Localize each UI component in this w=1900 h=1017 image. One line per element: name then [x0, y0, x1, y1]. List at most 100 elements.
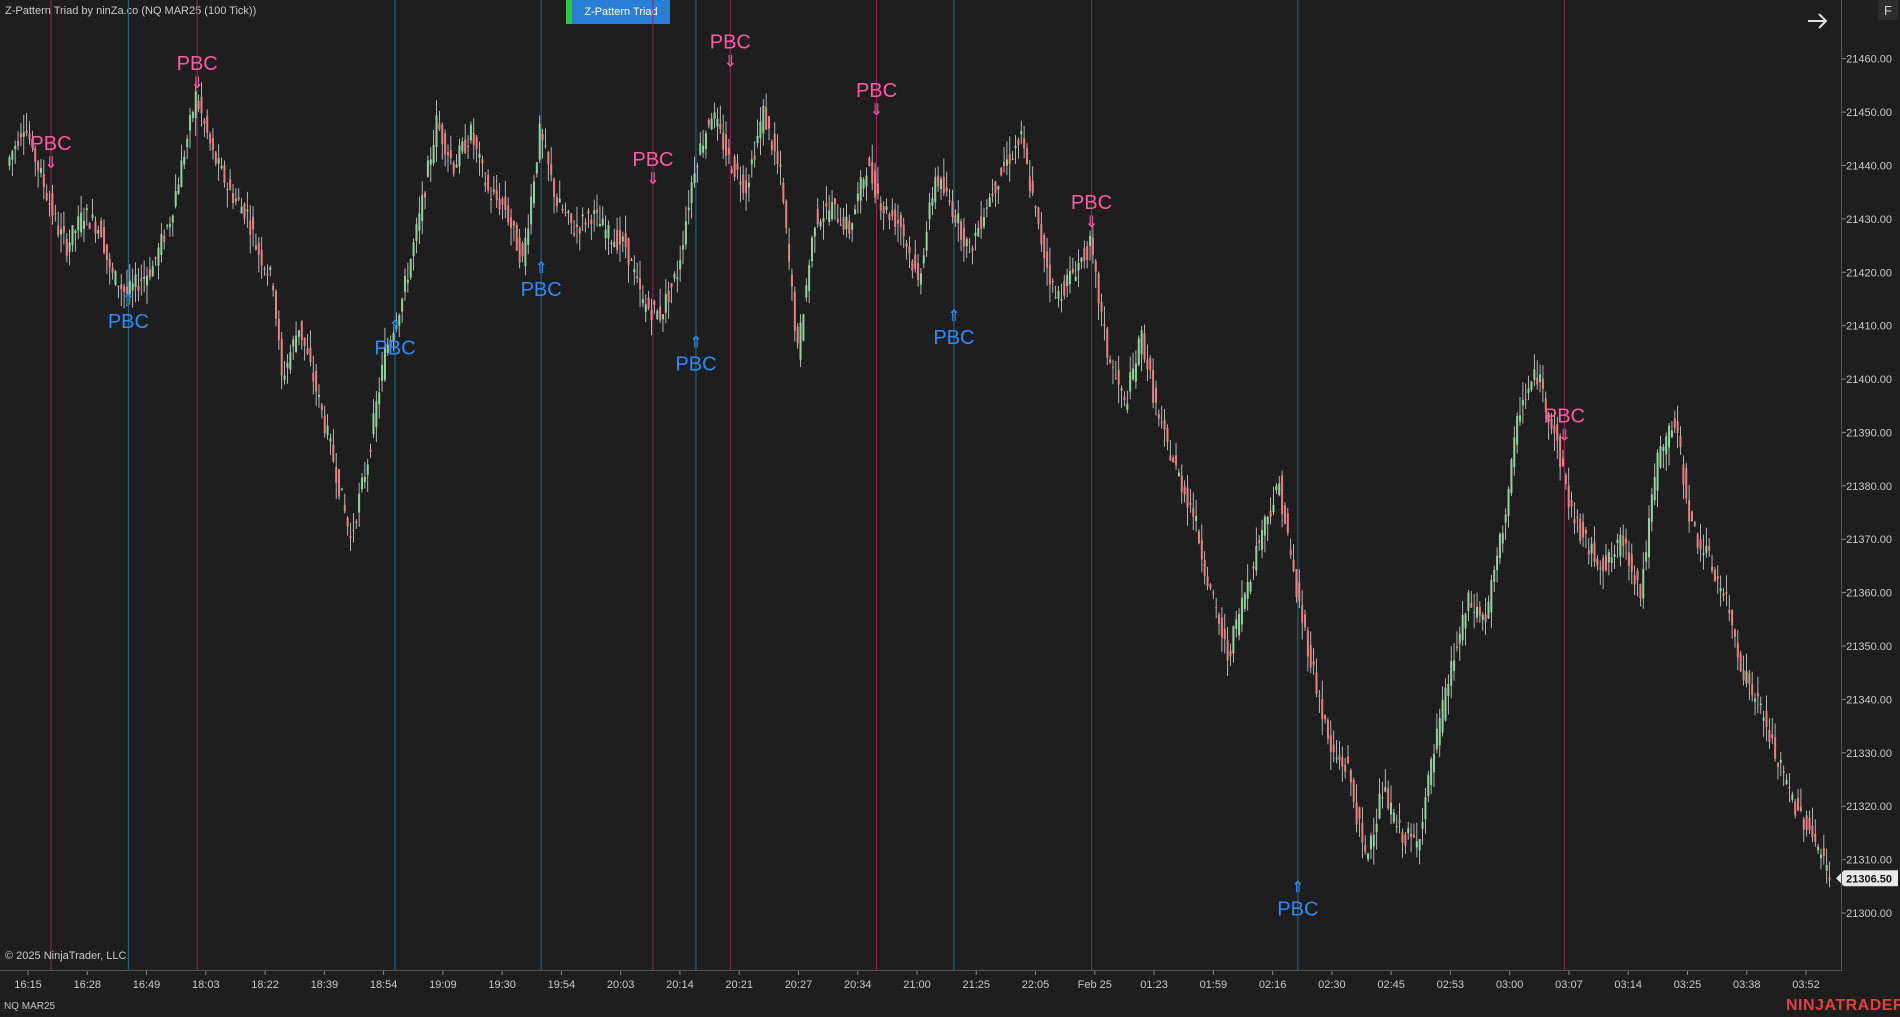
candle-body	[673, 273, 676, 278]
candle-body	[636, 276, 639, 279]
candle-body	[1089, 236, 1092, 247]
candle-body	[57, 225, 60, 236]
candle-body	[1318, 695, 1321, 697]
candle-body	[753, 155, 756, 160]
candle-body	[1536, 377, 1539, 385]
candle-body	[773, 133, 776, 152]
candle-body	[1582, 521, 1585, 538]
candle-body	[1223, 628, 1226, 640]
candle-body	[1668, 425, 1671, 448]
candle-body	[991, 193, 994, 197]
candle-body	[682, 245, 685, 250]
candle-body	[994, 181, 997, 194]
candle-body	[1031, 180, 1034, 194]
candle-body	[1261, 529, 1264, 550]
candle-body	[1200, 540, 1203, 560]
candle-body	[286, 362, 289, 368]
candle-body	[1398, 819, 1401, 824]
candle-body	[1731, 610, 1734, 626]
candle-body	[226, 189, 229, 191]
candle-body	[1728, 609, 1731, 614]
candle-body	[498, 198, 501, 210]
candle-body	[260, 249, 263, 266]
candle-body	[1427, 774, 1430, 796]
candle-body	[1140, 330, 1143, 355]
candle-body	[584, 222, 587, 225]
candle-body	[1739, 653, 1742, 672]
candle-body	[997, 186, 1000, 190]
candle-body	[363, 476, 366, 483]
candle-body	[1097, 273, 1100, 304]
candle-body	[1418, 839, 1421, 851]
candles	[8, 80, 1831, 888]
candle-body	[1003, 161, 1006, 166]
candle-body	[750, 159, 753, 165]
candle-body	[25, 130, 28, 133]
candle-body	[1708, 546, 1711, 551]
candle-body	[882, 206, 885, 214]
candle-body	[1799, 806, 1802, 811]
candle-body	[415, 224, 418, 242]
last-price-tag: 21306.50	[1836, 870, 1898, 887]
candle-body	[512, 220, 515, 226]
candle-body	[624, 233, 627, 248]
candle-body	[1395, 826, 1398, 828]
right-arrow-icon[interactable]	[1800, 8, 1834, 34]
candle-body	[693, 173, 696, 184]
candle-body	[567, 211, 570, 214]
candle-body	[14, 146, 17, 150]
candle-body	[1000, 167, 1003, 176]
candle-body	[1292, 559, 1295, 572]
candle-body	[263, 268, 266, 270]
candle-body	[1567, 485, 1570, 508]
candle-body	[243, 203, 246, 219]
time-tick-label: 03:38	[1733, 979, 1761, 991]
candle-body	[1527, 388, 1530, 393]
candle-body	[360, 477, 363, 490]
candle-body	[1258, 540, 1261, 544]
candle-body	[618, 229, 621, 245]
f-button[interactable]: F	[1878, 0, 1898, 20]
signal-arrow-up: ⇑	[534, 260, 547, 277]
candle-body	[954, 215, 957, 223]
candle-body	[1094, 261, 1097, 272]
candle-body	[1183, 486, 1186, 495]
candle-body	[88, 223, 91, 229]
signal-label: PBC	[30, 133, 71, 155]
candle-body	[1774, 737, 1777, 759]
candle-body	[974, 232, 977, 236]
candle-body	[1286, 513, 1289, 533]
time-tick-label: 19:09	[429, 979, 457, 991]
candle-body	[1415, 841, 1418, 848]
candle-body	[1381, 797, 1384, 799]
candle-body	[1338, 755, 1341, 761]
candle-body	[1123, 396, 1126, 401]
candle-body	[128, 280, 131, 295]
time-tick-label: 02:30	[1318, 979, 1346, 991]
candle-body	[1401, 831, 1404, 843]
signal-arrow-up: ⇑	[388, 319, 401, 336]
candle-body	[1521, 399, 1524, 406]
price-tick-label: 21360.00	[1846, 588, 1892, 600]
candle-body	[1593, 542, 1596, 563]
candle-body	[759, 121, 762, 138]
candle-body	[1312, 661, 1315, 666]
time-tick-label: 02:53	[1437, 979, 1465, 991]
candle-body	[42, 173, 45, 188]
candle-body	[914, 254, 917, 269]
candle-body	[885, 206, 888, 210]
candle-body	[1776, 763, 1779, 767]
candle-body	[538, 123, 541, 160]
candle-body	[1014, 146, 1017, 148]
candle-body	[1530, 381, 1533, 390]
candle-body	[54, 213, 57, 215]
candle-body	[197, 100, 200, 109]
candle-body	[819, 221, 822, 227]
candle-body	[555, 197, 558, 207]
candle-body	[1696, 533, 1699, 548]
signal-arrow-down: ⇓	[1085, 214, 1098, 231]
candle-body	[338, 469, 341, 497]
candle-body	[1711, 566, 1714, 571]
candle-body	[1255, 545, 1258, 571]
